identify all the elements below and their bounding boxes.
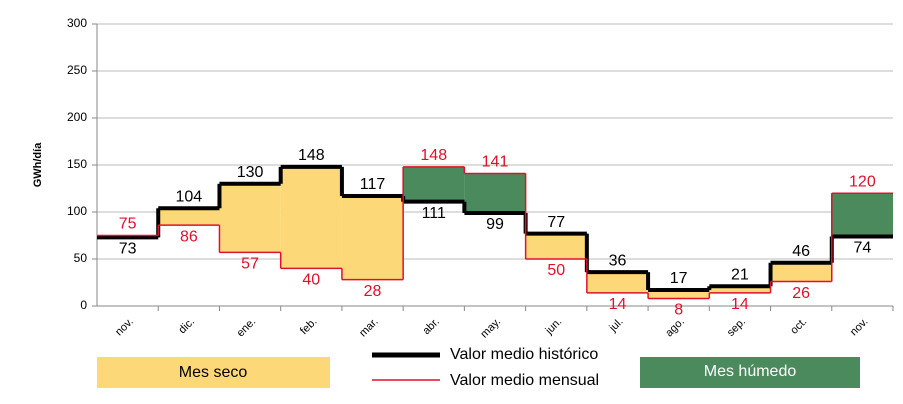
- data-label: 111: [422, 205, 446, 222]
- x-tick-label: abr.: [420, 316, 441, 337]
- data-label: 99: [486, 216, 504, 233]
- data-label: 120: [849, 173, 876, 190]
- y-tick-label: 0: [80, 298, 87, 312]
- x-tick-label: jul.: [607, 316, 626, 335]
- dry-fill: [770, 262, 832, 282]
- x-tick-label: feb.: [298, 316, 319, 337]
- data-label: 141: [482, 154, 509, 171]
- data-label: 74: [853, 240, 871, 257]
- data-label: 86: [180, 228, 198, 245]
- data-label: 75: [119, 216, 137, 233]
- legend-label: Valor medio histórico: [450, 346, 598, 363]
- y-tick-label: 150: [67, 157, 87, 171]
- legend-swatch: [640, 357, 860, 388]
- y-tick-label: 100: [67, 204, 87, 218]
- dry-fill: [341, 196, 404, 280]
- data-label: 73: [119, 241, 137, 258]
- y-tick-label: 250: [67, 63, 87, 77]
- dry-fill: [219, 183, 281, 253]
- legend-label: Mes seco: [179, 364, 248, 381]
- data-label: 28: [364, 283, 382, 300]
- y-tick-label: 200: [67, 110, 87, 124]
- dry-fill: [586, 272, 649, 293]
- dry-fill: [648, 290, 710, 299]
- y-tick-label: 300: [67, 16, 87, 30]
- data-label: 14: [609, 296, 627, 313]
- wet-fill: [403, 166, 465, 202]
- x-tick-label: jun.: [543, 316, 565, 338]
- data-label: 50: [547, 262, 565, 279]
- data-label: 17: [670, 270, 688, 287]
- dry-fill: [525, 233, 587, 259]
- wet-fill: [831, 193, 893, 237]
- legend-swatch: [97, 357, 330, 388]
- data-label: 148: [420, 147, 447, 164]
- data-label: 117: [360, 176, 386, 193]
- data-label: 148: [298, 147, 325, 164]
- data-label: 130: [237, 164, 264, 181]
- data-label: 57: [241, 256, 259, 273]
- x-tick-label: nov.: [113, 316, 136, 339]
- x-tick-label: ago.: [663, 316, 687, 340]
- dry-fill: [158, 208, 220, 226]
- data-label: 104: [175, 188, 202, 205]
- legend-label: Mes húmedo: [704, 363, 797, 380]
- wet-fill: [464, 173, 526, 213]
- data-label: 46: [792, 243, 810, 260]
- data-label: 77: [547, 214, 565, 231]
- x-tick-label: nov.: [848, 316, 871, 339]
- data-label: 40: [302, 272, 320, 289]
- data-label: 26: [792, 285, 810, 302]
- y-axis-label: GWh/día: [32, 142, 44, 187]
- data-label: 36: [609, 252, 627, 269]
- y-tick-label: 50: [74, 251, 88, 265]
- data-label: 8: [674, 302, 683, 319]
- dry-fill: [280, 166, 342, 269]
- x-tick-label: may.: [478, 316, 503, 341]
- data-label: 14: [731, 296, 749, 313]
- x-tick-label: oct.: [788, 316, 809, 337]
- data-label: 21: [731, 266, 749, 283]
- x-tick-label: sep.: [725, 316, 748, 339]
- x-tick-label: mar.: [357, 316, 381, 340]
- x-tick-label: dic.: [176, 316, 197, 337]
- x-tick-label: ene.: [235, 316, 259, 340]
- legend-label: Valor medio mensual: [450, 372, 599, 389]
- dry-fill: [709, 286, 771, 293]
